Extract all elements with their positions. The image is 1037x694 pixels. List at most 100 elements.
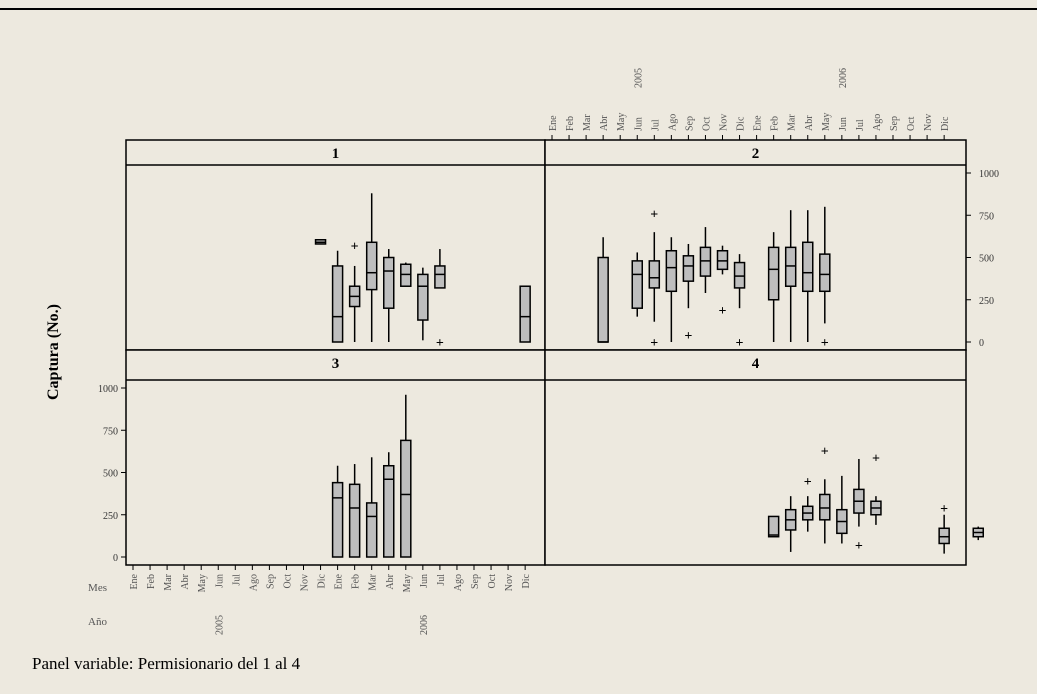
box-iqr	[665, 249, 678, 293]
y-tick-label: 0	[979, 338, 984, 349]
box-iqr	[331, 265, 344, 343]
x-tick-label: Mar	[787, 114, 798, 131]
box-iqr	[682, 255, 695, 282]
box-outlier: +	[855, 539, 863, 554]
x-tick-label: Jul	[436, 574, 447, 586]
panel-label: 2	[752, 146, 760, 162]
box-iqr	[597, 256, 609, 343]
x-tick-label: Dic	[317, 573, 328, 588]
x-tick-label: Jun	[633, 117, 644, 131]
box-outlier: +	[804, 475, 812, 490]
x-tick-label: Oct	[701, 116, 712, 131]
x-tick-label: Ene	[548, 115, 559, 131]
box-iqr	[767, 515, 780, 538]
panel-label: 1	[332, 146, 340, 162]
box-outlier: +	[436, 336, 444, 351]
panel-frame	[544, 139, 967, 351]
year-label: 2006	[838, 68, 849, 88]
y-tick-label: 1000	[979, 169, 999, 180]
x-tick-label: Mar	[163, 573, 174, 590]
y-tick-label: 0	[113, 553, 118, 564]
box-iqr	[802, 241, 814, 293]
box-iqr	[631, 260, 643, 309]
x-tick-label: Oct	[282, 574, 293, 589]
y-tick-label: 250	[103, 511, 118, 522]
box-outlier: +	[821, 445, 829, 460]
box-iqr	[733, 261, 746, 289]
x-tick-label: Sep	[265, 574, 276, 589]
box-iqr	[699, 246, 712, 277]
box-iqr	[938, 527, 950, 545]
x-tick-label: Feb	[146, 574, 157, 589]
x-tick-label: Jun	[214, 574, 225, 588]
x-tick-label: Sep	[889, 116, 900, 131]
box-iqr	[819, 253, 831, 293]
x-tick-label: Ago	[872, 114, 883, 131]
x-tick-label: Jul	[650, 119, 661, 131]
year-label: 2006	[419, 615, 430, 635]
x-tick-label: Ago	[667, 114, 678, 131]
x-tick-label: Jun	[838, 117, 849, 131]
x-tick-label: Oct	[487, 574, 498, 589]
x-tick-label: Oct	[906, 116, 917, 131]
x-tick-label: Dic	[521, 573, 532, 588]
y-tick-label: 750	[979, 211, 994, 222]
y-axis-title: Captura (No.)	[45, 304, 62, 400]
x-tick-label: Mar	[582, 114, 593, 131]
x-tick-label: Sep	[684, 116, 695, 131]
box-outlier: +	[736, 336, 744, 351]
box-iqr	[648, 260, 661, 289]
x-tick-label: Mar	[368, 573, 379, 590]
box-iqr	[434, 265, 446, 289]
year-label: 2005	[214, 615, 225, 635]
panel-label: 4	[752, 356, 760, 372]
row-label-anio: Año	[88, 616, 107, 628]
box-iqr	[716, 249, 729, 271]
x-tick-label: Nov	[923, 114, 934, 131]
box-outlier: +	[872, 451, 880, 466]
x-tick-label: Ene	[129, 573, 140, 589]
x-tick-label: May	[821, 113, 832, 131]
x-tick-label: Ago	[248, 574, 259, 591]
panel-frame	[544, 349, 967, 566]
box-iqr	[784, 246, 797, 287]
x-tick-label: May	[402, 574, 413, 592]
x-tick-label: Dic	[736, 116, 747, 131]
x-tick-label: Sep	[470, 574, 481, 589]
x-tick-label: Ene	[334, 573, 345, 589]
box-iqr	[348, 483, 361, 558]
y-tick-label: 250	[979, 296, 994, 307]
x-tick-label: Abr	[599, 115, 610, 131]
x-tick-label: Nov	[719, 114, 730, 131]
box-iqr	[383, 464, 395, 558]
box-outlier: +	[684, 329, 692, 344]
y-tick-label: 500	[979, 254, 994, 265]
x-tick-label: Ago	[453, 574, 464, 591]
x-tick-label: Feb	[770, 116, 781, 131]
box-outlier: +	[650, 208, 658, 223]
x-tick-label: May	[616, 113, 627, 131]
row-label-mes: Mes	[88, 582, 107, 594]
y-tick-label: 500	[103, 469, 118, 480]
x-tick-label: Feb	[351, 574, 362, 589]
x-tick-label: Jul	[231, 574, 242, 586]
x-tick-label: Dic	[940, 116, 951, 131]
box-outlier: +	[940, 502, 948, 517]
box-outlier: +	[719, 304, 727, 319]
box-outlier: +	[821, 336, 829, 351]
box-iqr	[331, 481, 344, 558]
panel-label: 3	[332, 356, 340, 372]
box-iqr	[383, 256, 395, 309]
x-tick-label: Jun	[419, 574, 430, 588]
box-outlier: +	[650, 336, 658, 351]
box-iqr	[365, 502, 378, 558]
box-iqr	[365, 241, 378, 291]
x-tick-label: Ene	[753, 115, 764, 131]
x-tick-label: Abr	[180, 573, 191, 589]
x-tick-label: Feb	[565, 116, 576, 131]
x-tick-label: Jul	[855, 119, 866, 131]
x-tick-label: Abr	[804, 115, 815, 131]
year-label: 2005	[633, 68, 644, 88]
x-tick-label: May	[197, 574, 208, 592]
